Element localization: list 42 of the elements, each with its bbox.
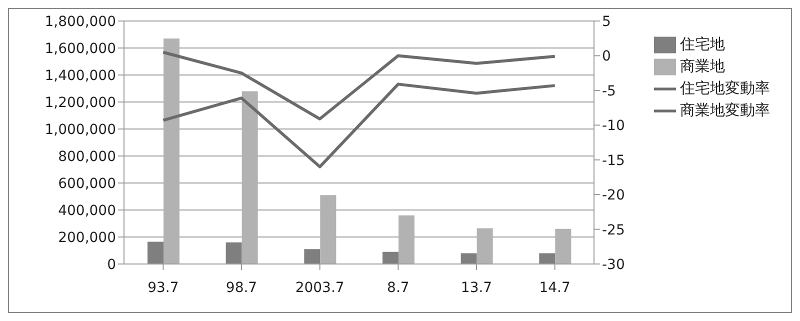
x-tick-label: 8.7 bbox=[387, 280, 410, 296]
bar bbox=[539, 253, 556, 264]
y-tick-label: 400,000 bbox=[58, 202, 116, 219]
x-tick-label: 13.7 bbox=[460, 280, 492, 296]
y2-tick-label: -30 bbox=[602, 256, 625, 273]
x-tick-label: 14.7 bbox=[539, 280, 570, 296]
y2-tick-label: -20 bbox=[602, 188, 625, 204]
y2-tick-label: -25 bbox=[602, 222, 625, 238]
y-tick-label: 1,800,000 bbox=[44, 14, 116, 30]
x-tick-label: 93.7 bbox=[148, 280, 179, 296]
line-series bbox=[162, 82, 556, 168]
bar bbox=[382, 252, 398, 264]
line-series bbox=[162, 50, 556, 120]
legend-label: 商業地 bbox=[680, 57, 725, 76]
y-tick-label: 200,000 bbox=[58, 230, 116, 246]
bar bbox=[398, 215, 414, 264]
bar bbox=[226, 242, 242, 264]
bar bbox=[304, 249, 320, 264]
y-tick-label: 0 bbox=[107, 256, 116, 273]
bar bbox=[164, 38, 180, 264]
y2-tick-label: -5 bbox=[602, 83, 616, 100]
y-tick-label: 1,000,000 bbox=[44, 122, 116, 138]
y2-tick-label: -15 bbox=[602, 152, 625, 169]
bar bbox=[476, 228, 493, 264]
bar bbox=[242, 91, 258, 264]
y2-tick-label: -10 bbox=[602, 118, 625, 134]
bar bbox=[320, 195, 336, 264]
y-tick-label: 600,000 bbox=[58, 176, 116, 192]
x-tick-label: 2003.7 bbox=[295, 280, 344, 296]
y2-tick-label: 5 bbox=[602, 14, 611, 30]
bar bbox=[555, 228, 572, 264]
legend-label: 商業地変動率 bbox=[680, 101, 770, 120]
y-tick-label: 1,400,000 bbox=[44, 68, 116, 84]
bar bbox=[148, 242, 164, 264]
x-tick-label: 98.7 bbox=[226, 280, 258, 296]
y2-tick-label: 0 bbox=[602, 48, 611, 65]
y-tick-label: 800,000 bbox=[58, 148, 116, 165]
y-tick-label: 1,600,000 bbox=[44, 40, 116, 57]
legend-label: 住宅地変動率 bbox=[680, 79, 770, 98]
y-tick-label: 1,200,000 bbox=[44, 94, 116, 111]
bar bbox=[460, 253, 477, 264]
legend-label: 住宅地 bbox=[680, 35, 725, 54]
